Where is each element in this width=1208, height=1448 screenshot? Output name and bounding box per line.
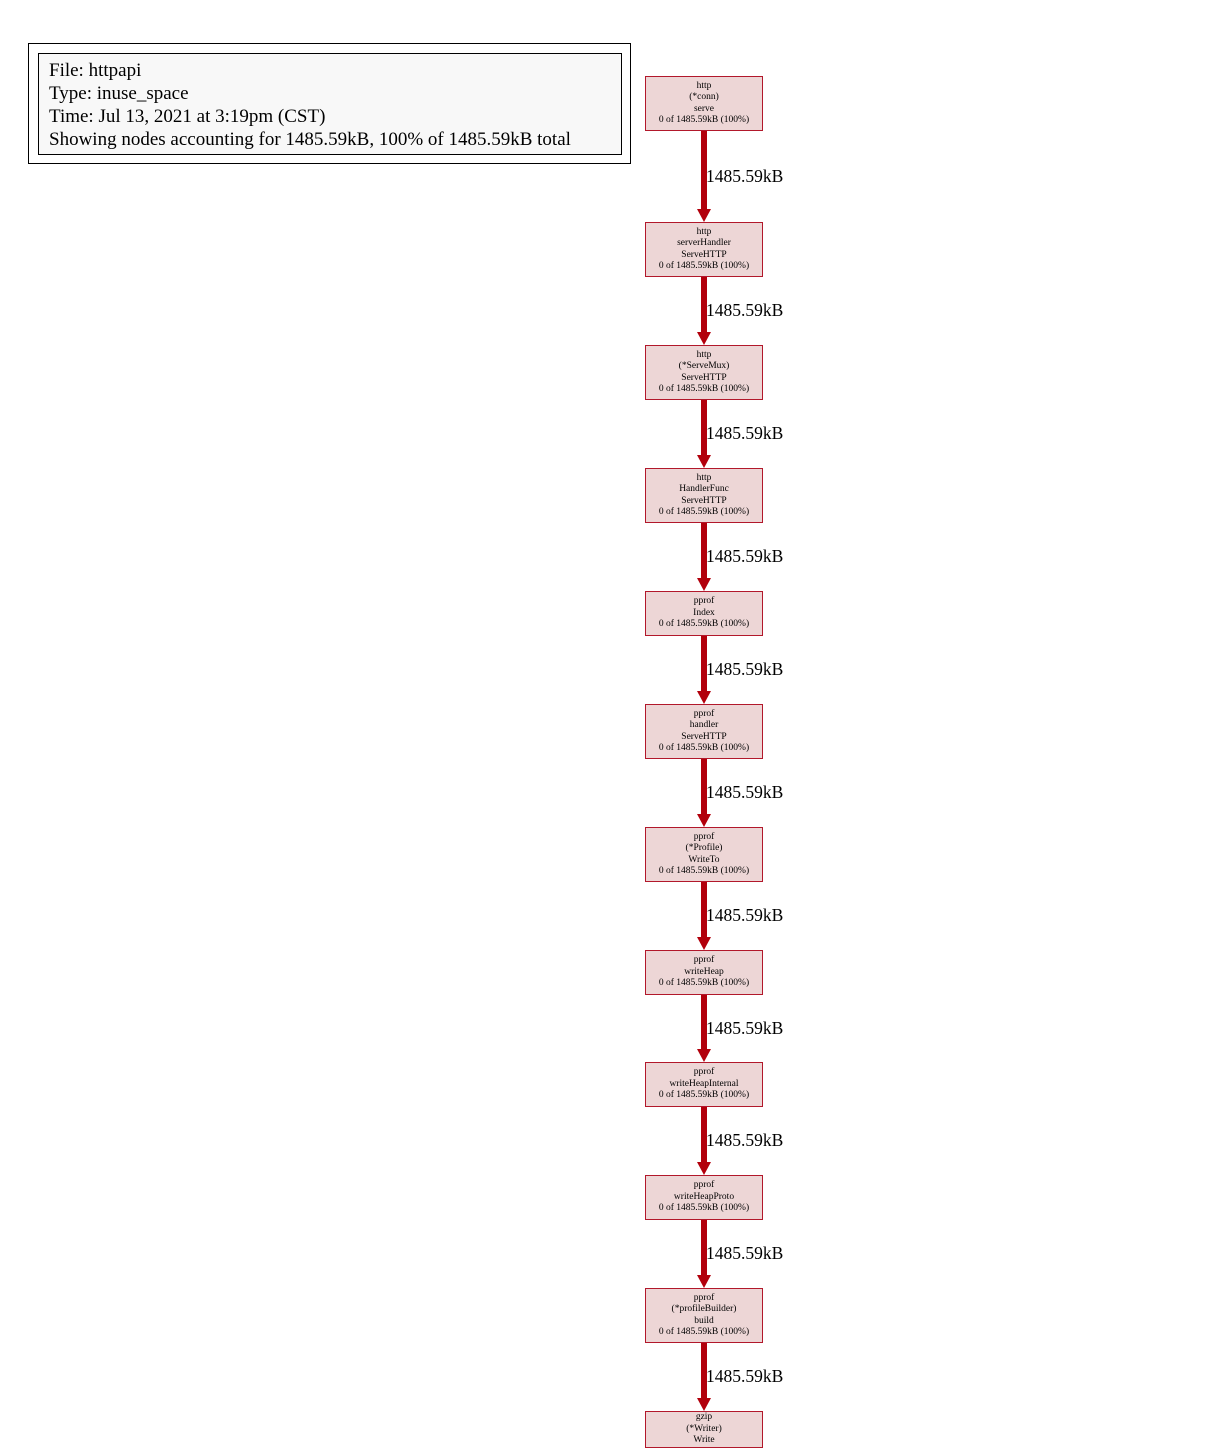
node-label-line: ServeHTTP (681, 495, 727, 506)
graph-node[interactable]: pprof handler ServeHTTP 0 of 1485.59kB (100… (645, 704, 763, 759)
node-label-line: writeHeapProto (673, 1191, 735, 1202)
node-label-line: serve (693, 103, 715, 114)
graph-node[interactable]: pprof Index 0 of 1485.59kB (100%) (645, 591, 763, 636)
edge-label: 1485.59kB (706, 546, 784, 566)
node-label-line: 0 of 1485.59kB (100%) (658, 1326, 750, 1337)
edge-label: 1485.59kB (706, 1366, 784, 1386)
node-label-line: http (696, 226, 712, 237)
legend-file: File: httpapi (49, 60, 142, 81)
node-label-line: 0 of 1485.59kB (100%) (658, 260, 750, 271)
node-label-line: pprof (693, 831, 715, 842)
edge-arrowhead (697, 814, 711, 827)
node-label-line: pprof (693, 1067, 715, 1078)
node-label-line: pprof (693, 1180, 715, 1191)
node-label-line: 0 of 1485.59kB (100%) (658, 1090, 750, 1101)
graph-node[interactable]: gzip (*Writer) Write (645, 1411, 763, 1448)
profile-legend: File: httpapi Type: inuse_space Time: Ju… (38, 53, 622, 155)
edge-label: 1485.59kB (706, 423, 784, 443)
node-label-line: http (696, 472, 712, 483)
edge-label: 1485.59kB (706, 905, 784, 925)
legend-type: Type: inuse_space (49, 83, 189, 104)
edge-arrowhead (697, 578, 711, 591)
edge-label: 1485.59kB (706, 659, 784, 679)
graph-node[interactable]: http (*ServeMux) ServeHTTP 0 of 1485.59kB (… (645, 345, 763, 400)
node-label-line: ServeHTTP (681, 372, 727, 383)
graph-node[interactable]: pprof (*Profile) WriteTo 0 of 1485.59kB (10… (645, 827, 763, 882)
node-label-line: http (696, 80, 712, 91)
node-label-line: (*Profile) (685, 843, 723, 854)
node-label-line: 0 of 1485.59kB (100%) (658, 742, 750, 753)
graph-node[interactable]: pprof writeHeap 0 of 1485.59kB (100%) (645, 950, 763, 995)
edge-arrowhead (697, 937, 711, 950)
node-label-line: (*conn) (689, 92, 719, 103)
node-label-line: ServeHTTP (681, 731, 727, 742)
edge-label: 1485.59kB (706, 300, 784, 320)
node-label-line: (*Writer) (686, 1423, 722, 1434)
node-label-line: writeHeapInternal (669, 1078, 739, 1089)
node-label-line: build (694, 1315, 714, 1326)
node-label-line: pprof (693, 708, 715, 719)
node-label-line: 0 of 1485.59kB (100%) (658, 978, 750, 989)
node-label-line: pprof (693, 1292, 715, 1303)
node-label-line: 0 of 1485.59kB (100%) (658, 619, 750, 630)
node-label-line: serverHandler (677, 238, 731, 249)
edge-label: 1485.59kB (706, 1018, 784, 1038)
node-label-line: Write (693, 1435, 715, 1446)
node-label-line: 0 of 1485.59kB (100%) (658, 114, 750, 125)
graph-node[interactable]: pprof writeHeapInternal 0 of 1485.59kB (10… (645, 1062, 763, 1107)
edge-arrowhead (697, 209, 711, 222)
graph-node[interactable]: http HandlerFunc ServeHTTP 0 of 1485.59kB (… (645, 468, 763, 523)
node-label-line: Index (693, 607, 715, 618)
node-label-line: 0 of 1485.59kB (100%) (658, 1203, 750, 1214)
node-label-line: writeHeap (684, 966, 724, 977)
node-label-line: ServeHTTP (681, 249, 727, 260)
graph-node[interactable]: pprof (*profileBuilder) build 0 of 1485.59k… (645, 1288, 763, 1343)
node-label-line: 0 of 1485.59kB (100%) (658, 865, 750, 876)
node-label-line: 0 of 1485.59kB (100%) (658, 506, 750, 517)
edge-arrowhead (697, 455, 711, 468)
node-label-line: handler (689, 720, 719, 731)
node-label-line: WriteTo (688, 854, 720, 865)
node-label-line: (*profileBuilder) (671, 1304, 737, 1315)
edge-arrowhead (697, 691, 711, 704)
graph-node[interactable]: pprof writeHeapProto 0 of 1485.59kB (100%) (645, 1175, 763, 1220)
graph-node[interactable]: http (*conn) serve 0 of 1485.59kB (100%) (645, 76, 763, 131)
edge-arrowhead (697, 1049, 711, 1062)
edge-label: 1485.59kB (706, 1243, 784, 1263)
edge-label: 1485.59kB (706, 782, 784, 802)
edge-arrowhead (697, 1275, 711, 1288)
legend-time: Time: Jul 13, 2021 at 3:19pm (CST) (49, 106, 326, 127)
legend-showing: Showing nodes accounting for 1485.59kB, … (49, 129, 571, 150)
node-label-line: 0 of 1485.59kB (100%) (658, 383, 750, 394)
node-label-line: HandlerFunc (679, 484, 729, 495)
edge-arrowhead (697, 1398, 711, 1411)
edge-label: 1485.59kB (706, 166, 784, 186)
node-label-line: http (696, 349, 712, 360)
node-label-line: pprof (693, 596, 715, 607)
node-label-line: gzip (695, 1412, 713, 1423)
edge-arrowhead (697, 332, 711, 345)
node-label-line: (*ServeMux) (678, 361, 730, 372)
graph-node[interactable]: http serverHandler ServeHTTP 0 of 1485.59kB… (645, 222, 763, 277)
node-label-line: pprof (693, 955, 715, 966)
edge-label: 1485.59kB (706, 1130, 784, 1150)
edge-arrowhead (697, 1162, 711, 1175)
